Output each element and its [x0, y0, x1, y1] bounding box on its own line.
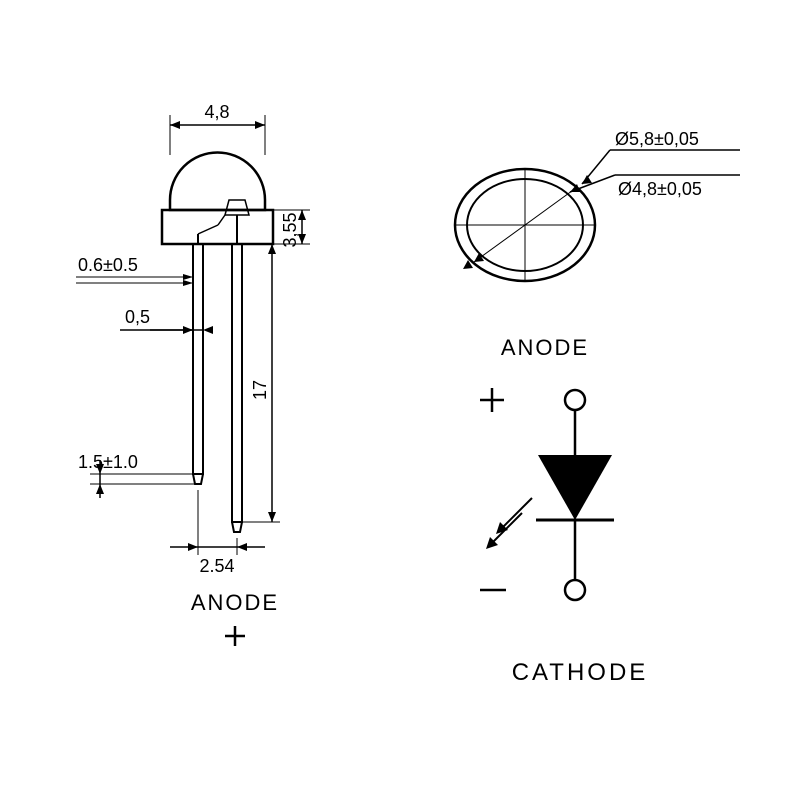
led-side-view: 4,8 3,55 17 0.6±0	[76, 102, 310, 646]
led-top-view: Ø5,8±0,05 Ø4,8±0,05	[455, 129, 740, 281]
dim-inner-diameter: Ø4,8±0,05	[618, 179, 702, 199]
label-anode-left: ANODE	[191, 590, 279, 615]
light-emission-arrows-icon	[486, 498, 532, 549]
dim-lead-tip: 1.5±1.0	[78, 452, 138, 472]
dim-lead-spacing: 2.54	[199, 556, 234, 576]
dim-flange-height: 3,55	[280, 212, 300, 247]
label-anode-right: ANODE	[501, 335, 589, 360]
led-schematic-symbol	[480, 388, 614, 600]
dim-outer-diameter: Ø5,8±0,05	[615, 129, 699, 149]
plus-icon	[225, 626, 245, 646]
label-cathode: CATHODE	[512, 659, 649, 686]
dim-lead-taper: 0.6±0.5	[78, 255, 138, 275]
dim-lead-length: 17	[250, 380, 270, 400]
dim-lead-width: 0,5	[125, 307, 150, 327]
led-technical-drawing: 4,8 3,55 17 0.6±0	[0, 0, 800, 800]
dim-top-width: 4,8	[204, 102, 229, 122]
